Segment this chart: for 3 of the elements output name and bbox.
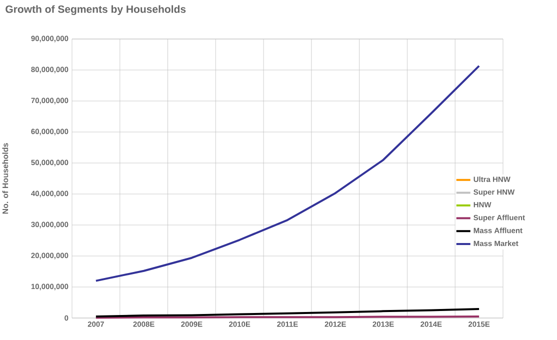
line-series [94,308,480,318]
chart-title: Growth of Segments by Households [6,5,186,16]
y-axis-title: No. of Households [2,143,8,214]
